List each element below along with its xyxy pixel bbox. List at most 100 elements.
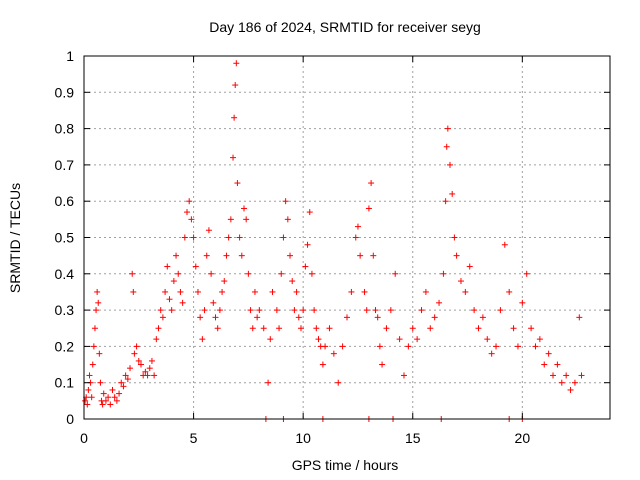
data-point [205, 227, 212, 234]
data-point [576, 314, 583, 321]
data-point [208, 270, 215, 277]
data-point [170, 278, 177, 285]
data-point [363, 307, 370, 314]
data-point [190, 234, 197, 241]
data-point [129, 270, 136, 277]
data-point [479, 314, 486, 321]
data-point [493, 343, 500, 350]
data-point [84, 401, 91, 408]
data-point [273, 307, 280, 314]
data-point [212, 314, 219, 321]
data-point [225, 234, 232, 241]
data-point [151, 372, 158, 379]
data-point [308, 270, 315, 277]
data-point [280, 234, 287, 241]
data-point [550, 372, 557, 379]
data-point [157, 307, 164, 314]
data-point [254, 314, 261, 321]
data-point [497, 307, 504, 314]
data-point [322, 343, 329, 350]
data-point [214, 325, 221, 332]
data-point [223, 252, 230, 259]
data-point [449, 190, 456, 197]
y-tick-label: 0.8 [55, 121, 75, 137]
data-point [86, 372, 93, 379]
data-point [361, 288, 368, 295]
data-point [192, 263, 199, 270]
x-axis-label: GPS time / hours [292, 457, 399, 473]
data-point [451, 234, 458, 241]
data-point [567, 386, 574, 393]
data-point [326, 325, 333, 332]
data-point [102, 397, 109, 404]
data-point [335, 379, 342, 386]
y-tick-label: 1 [66, 48, 74, 64]
data-point [93, 307, 100, 314]
data-point [105, 394, 112, 401]
data-point [90, 343, 97, 350]
data-point [374, 314, 381, 321]
axis-ticks: 00.10.20.30.40.50.60.70.80.910 5 10 15 20 [55, 48, 610, 446]
data-point [442, 198, 449, 205]
data-point [392, 270, 399, 277]
data-point [251, 288, 258, 295]
data-point [148, 357, 155, 364]
data-point [236, 234, 243, 241]
data-point [177, 288, 184, 295]
data-point [311, 307, 318, 314]
data-point [107, 401, 114, 408]
data-point [291, 307, 298, 314]
data-point [94, 288, 101, 295]
data-point [265, 379, 272, 386]
data-point [523, 270, 530, 277]
x-tick-label: 10 [295, 430, 311, 446]
data-point [475, 325, 482, 332]
data-point [96, 350, 103, 357]
data-point [306, 209, 313, 216]
chart-title: Day 186 of 2024, SRMTID for receiver sey… [209, 19, 481, 35]
data-point [462, 288, 469, 295]
data-point [431, 314, 438, 321]
data-point [232, 82, 239, 89]
data-point [99, 401, 106, 408]
y-tick-label: 0.6 [55, 193, 75, 209]
data-point [488, 350, 495, 357]
data-point [405, 343, 412, 350]
data-point [289, 278, 296, 285]
data-point [188, 216, 195, 223]
y-axis-label: SRMTID / TECUs [7, 183, 23, 293]
data-point [173, 252, 180, 259]
data-point [124, 376, 131, 383]
data-point [368, 180, 375, 187]
data-point [245, 270, 252, 277]
data-point [440, 270, 447, 277]
data-point [510, 325, 517, 332]
data-point [175, 270, 182, 277]
data-point [269, 288, 276, 295]
data-point [113, 397, 120, 404]
y-tick-label: 0.4 [55, 266, 75, 282]
data-point [221, 278, 228, 285]
data-point [216, 307, 223, 314]
data-point [82, 397, 89, 404]
data-point [383, 325, 390, 332]
data-point [330, 350, 337, 357]
data-point [528, 325, 535, 332]
data-point [365, 205, 372, 212]
data-point [578, 372, 585, 379]
data-point [231, 114, 238, 121]
data-point [260, 325, 267, 332]
y-tick-label: 0 [66, 411, 74, 427]
data-point [267, 336, 274, 343]
data-point [249, 325, 256, 332]
x-tick-label: 5 [190, 430, 198, 446]
data-point [256, 307, 263, 314]
x-tick-label: 15 [405, 430, 421, 446]
y-tick-label: 0.7 [55, 157, 75, 173]
data-point [436, 299, 443, 306]
data-point [276, 325, 283, 332]
data-point [181, 234, 188, 241]
x-tick-label: 0 [80, 430, 88, 446]
